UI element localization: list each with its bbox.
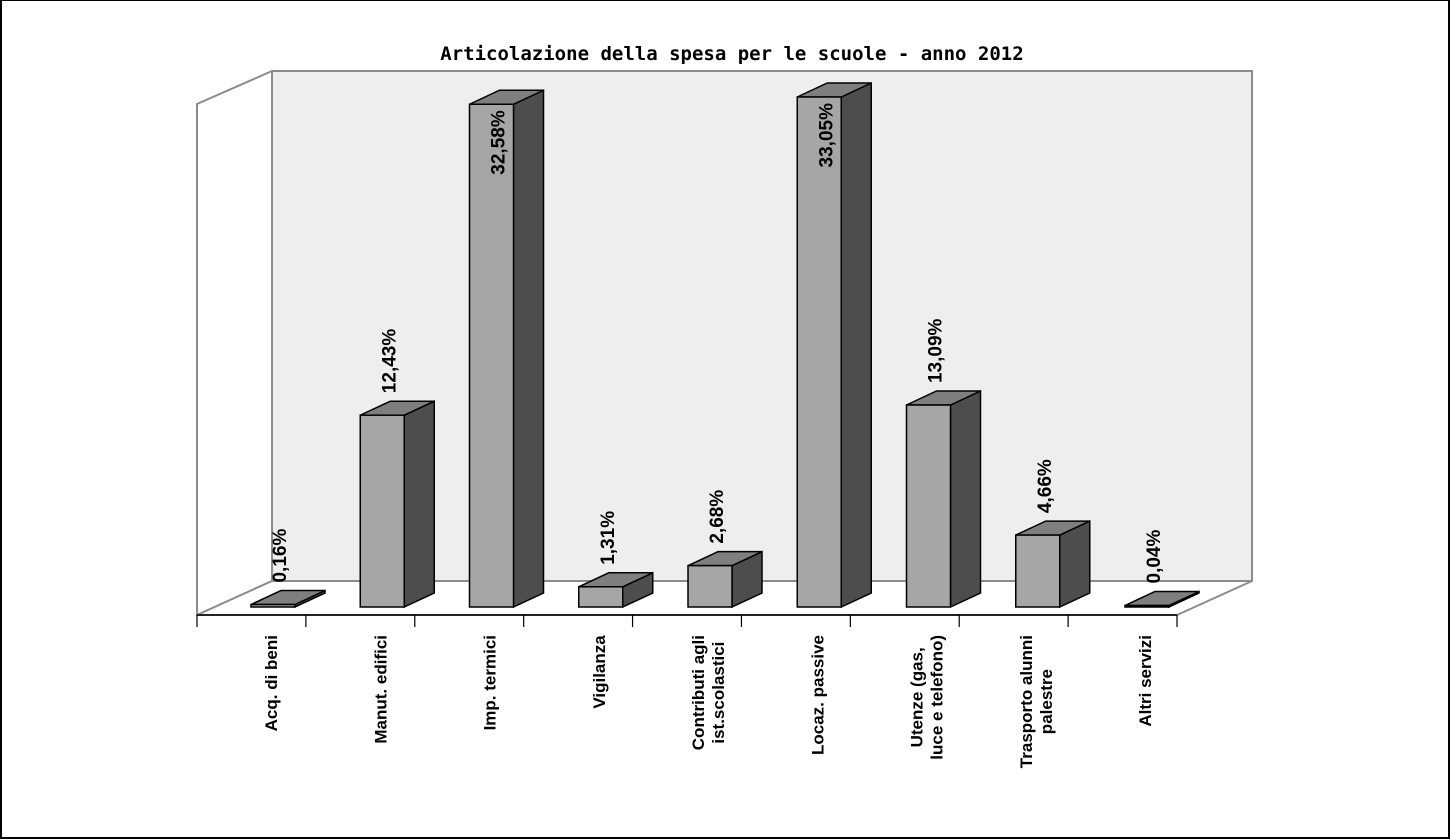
bar-front (250, 603, 296, 608)
bar-front (687, 564, 733, 608)
bars-group (250, 81, 1200, 609)
data-label: 33,05% (816, 103, 837, 168)
bar-side (403, 400, 435, 609)
x-axis-ticks (196, 615, 1178, 627)
bar (905, 389, 982, 609)
data-label: 2,68% (707, 490, 728, 544)
bar (578, 571, 654, 609)
category-label: Altri servizi (1136, 635, 1155, 727)
data-labels-group: 0,16% 12,43% 32,58% 1,31% 2,68% 33,05% 13,09% 4… (270, 103, 1165, 584)
bar (250, 589, 326, 609)
category-label: Utenze (gas,luce e telefono) (908, 635, 947, 760)
bar-front (1124, 604, 1170, 608)
bar-front (359, 414, 405, 608)
bar-front (905, 404, 952, 608)
data-label: 13,09% (926, 318, 947, 383)
bar-side (1059, 519, 1091, 609)
bar (468, 89, 545, 609)
data-label: 0,04% (1144, 530, 1165, 584)
category-label: Manut. edifici (371, 635, 390, 744)
category-label: Trasporto alunnipalestre (1017, 635, 1056, 768)
bar (1015, 519, 1091, 609)
bar-front (468, 103, 515, 608)
bar-front (1015, 534, 1061, 608)
chart-title: Articolazione della spesa per le scuole … (440, 43, 1023, 65)
chart-side-wall (196, 69, 273, 617)
category-label: Imp. termici (481, 635, 500, 730)
bar (796, 81, 872, 609)
data-label: 32,58% (489, 110, 510, 175)
bar-side (840, 81, 872, 609)
bar-side (949, 389, 982, 609)
bar (1124, 590, 1200, 609)
bar (687, 550, 763, 609)
category-label: Acq. di beni (262, 635, 281, 731)
category-label: Vigilanza (590, 635, 609, 709)
data-label: 0,16% (270, 529, 291, 583)
bar (359, 400, 435, 609)
bar-front (578, 586, 624, 608)
data-label: 1,31% (598, 511, 619, 565)
data-label: 12,43% (379, 329, 400, 394)
bar-side (512, 89, 545, 609)
category-label: Locaz. passive (808, 635, 827, 755)
category-labels-group: Acq. di beni Manut. edifici Imp. termici Vi… (262, 635, 1155, 768)
bar-front (796, 96, 842, 608)
category-label: Contributi agliist.scolastici (689, 635, 728, 750)
data-label: 4,66% (1035, 459, 1056, 513)
